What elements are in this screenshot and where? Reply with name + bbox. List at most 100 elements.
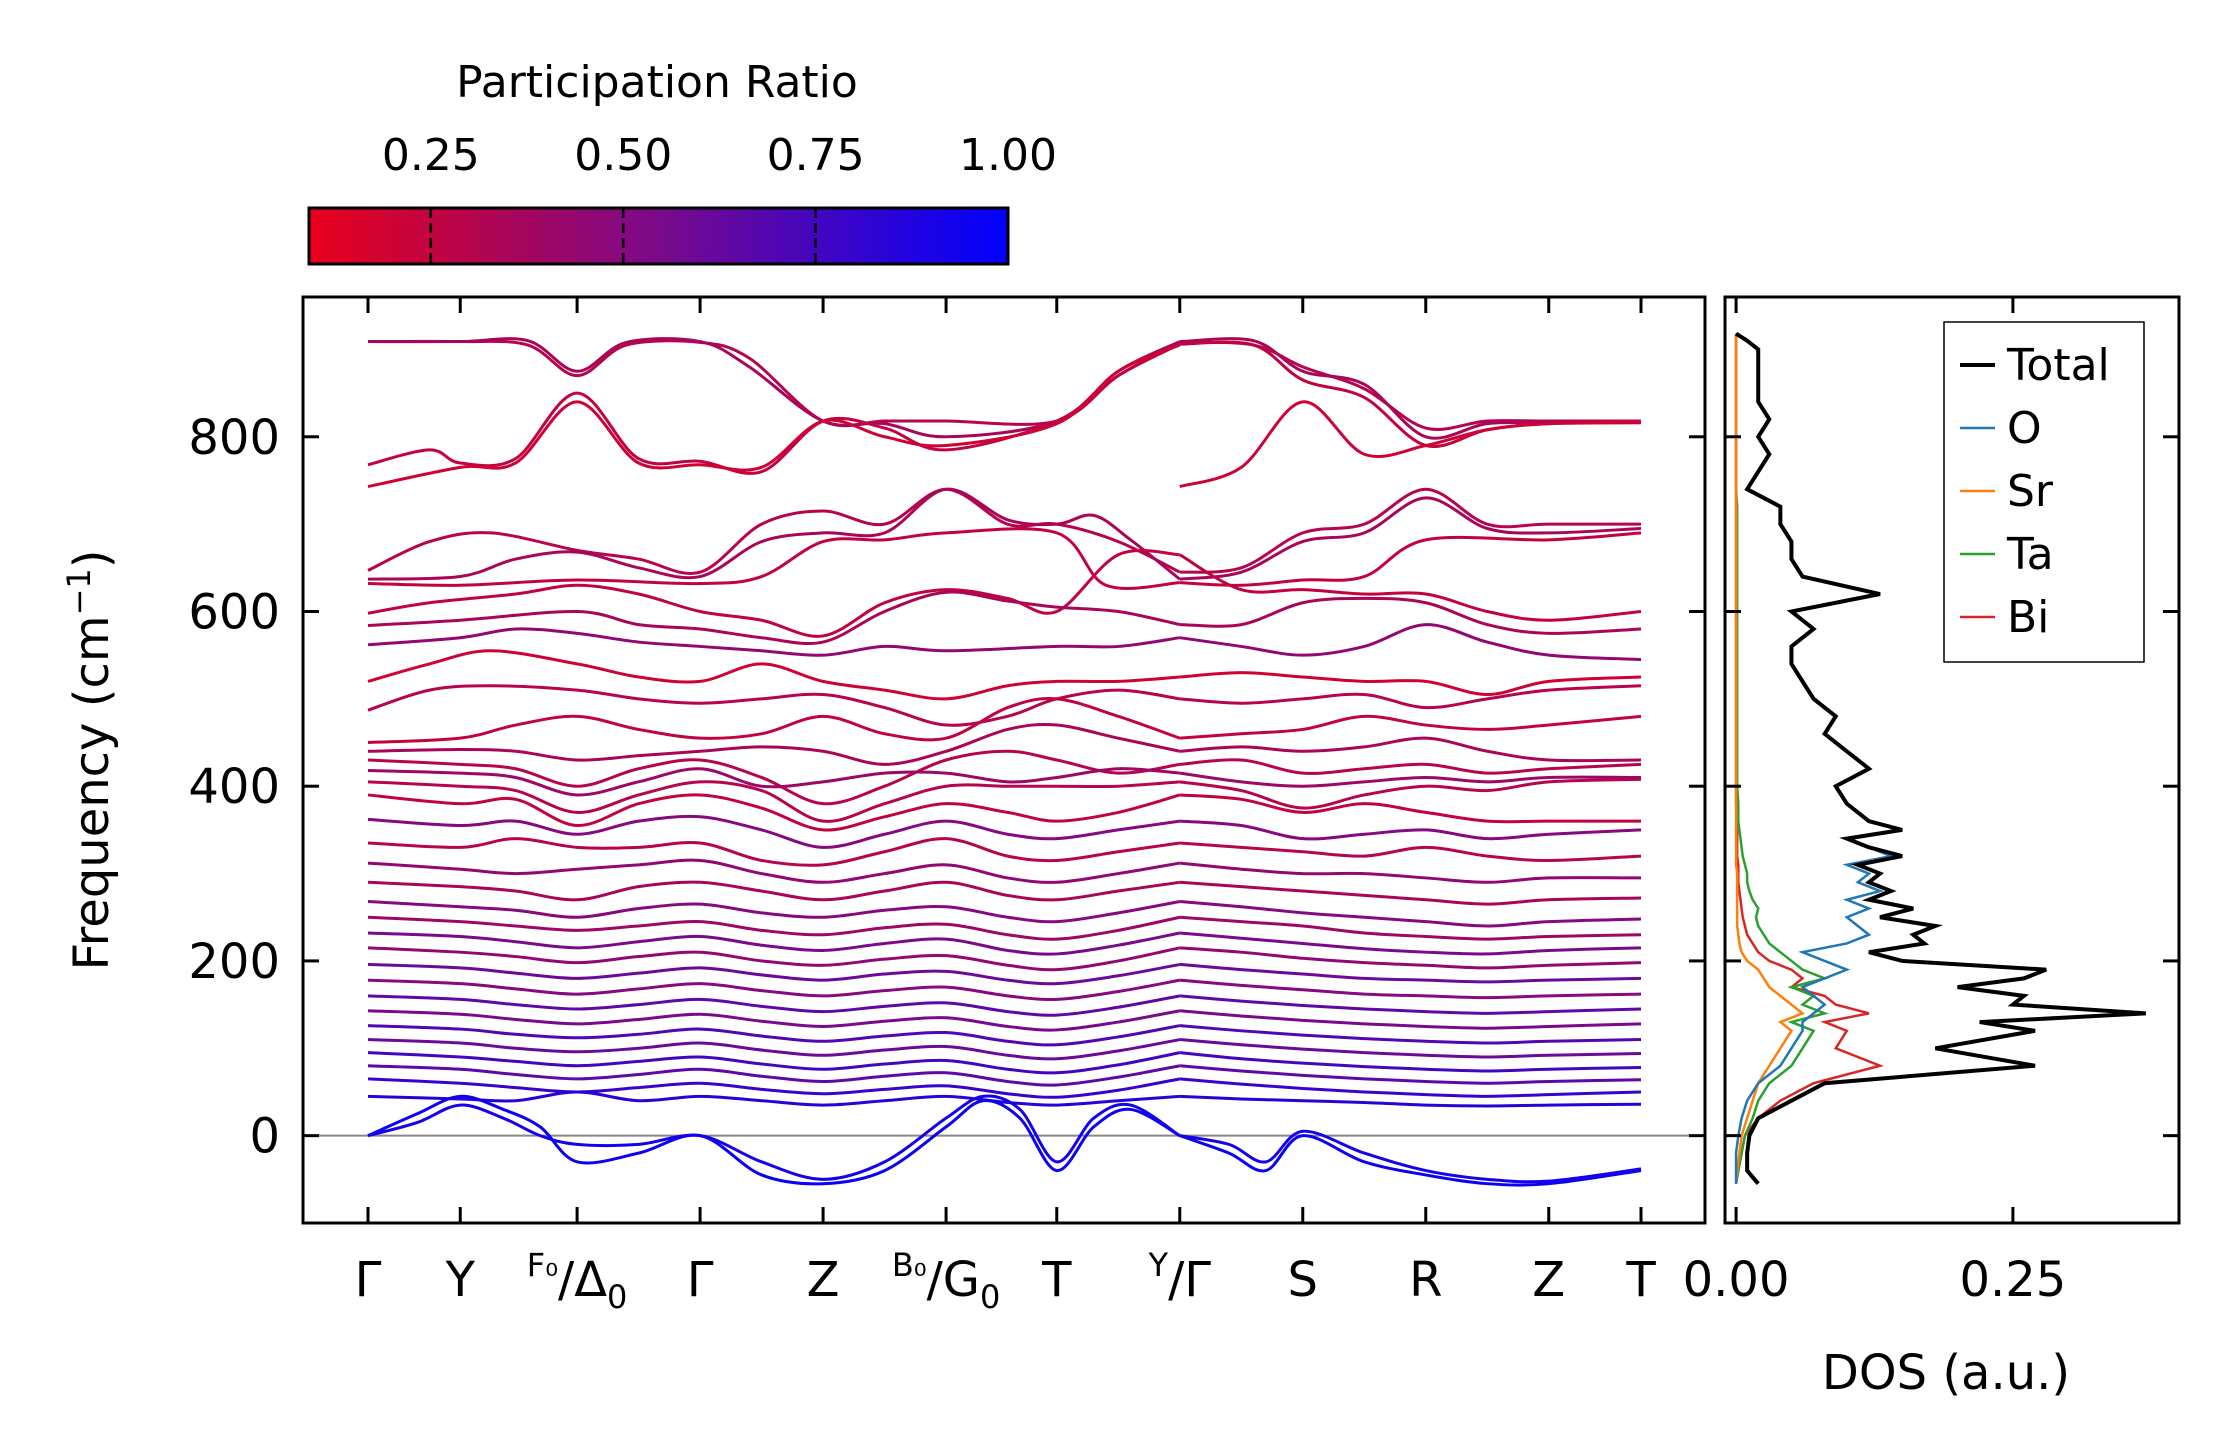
k-label-main: Γ [687,1252,714,1308]
svg-text:T: T [1625,1252,1656,1308]
phonon-band [1179,1077,1642,1098]
y-axis-label-close: ) [64,549,120,568]
dos-x-tick-label: 0.00 [1683,1252,1790,1308]
svg-text:Γ: Γ [355,1252,382,1308]
y-axis-label: Frequency (cm−1) [60,549,120,970]
svg-text:Z: Z [1532,1252,1565,1308]
phonon-band [1179,596,1642,635]
phonon-band [1179,400,1642,489]
phonon-band [367,697,1181,745]
phonon-band [367,339,1181,428]
k-label-main: Z [1532,1252,1565,1308]
phonon-band [367,1090,1180,1107]
phonon-band [367,1024,1181,1047]
phonon-band [367,527,1180,590]
legend-label: Sr [2007,466,2054,517]
k-label-main: T [1041,1252,1072,1308]
dos-line-total [1735,331,2146,1185]
svg-text:T: T [1041,1252,1072,1308]
k-label-main: T [1625,1252,1656,1308]
phonon-band [367,962,1181,986]
phonon-band [1179,915,1642,941]
phonon-band [367,793,1181,832]
phonon-band [367,684,1180,727]
k-label-sub: 0 [980,1278,1000,1316]
k-point-label: Γ [687,1252,714,1308]
phonon-band [367,1077,1181,1099]
dos-line-ta [1734,333,1829,1184]
dos-x-axis-label: DOS (a.u.) [1822,1345,2070,1401]
k-point-label: T [1041,1252,1072,1308]
phonon-band [367,858,1181,884]
phonon-band [1179,1051,1642,1073]
dos-line-o [1734,332,1903,1184]
k-point-label: Z [807,1252,840,1308]
phonon-band [367,837,1180,867]
phonon-band [367,946,1181,972]
phonon-band [367,1094,1181,1186]
y-tick-label: 200 [188,934,280,990]
k-label-main: /Γ [1168,1252,1211,1308]
band-y-ticks: 0 200 400 600 800 [188,410,1705,1165]
k-point-label: Z [1532,1252,1565,1308]
colorbar-tick-label: 0.75 [767,130,865,181]
k-point-label: Y [445,1252,476,1308]
phonon-band [367,767,1180,797]
k-label-main: /G [927,1252,980,1308]
legend-label: Bi [2007,592,2049,643]
phonon-band [1179,962,1642,984]
dos-x-tick-label: 0.25 [1959,1252,2066,1308]
k-label-pre: F₀ [527,1246,558,1284]
phonon-band [367,342,1181,475]
phonon-band [367,649,1180,701]
k-label-main: /Δ [558,1252,607,1308]
svg-text:Z: Z [807,1252,840,1308]
k-label-main: S [1288,1252,1318,1308]
k-label-pre: Y [1148,1246,1169,1284]
phonon-band [1179,931,1642,956]
phonon-band [1179,553,1642,622]
phonon-band [1179,771,1642,788]
phonon-band [1179,1094,1642,1108]
svg-text:Frequency (cm−1): Frequency (cm−1) [60,549,120,970]
colorbar-gradient [307,206,1010,266]
k-label-main: Γ [355,1252,382,1308]
phonon-band [367,590,1181,646]
dos-lines [1734,331,2146,1185]
k-point-label: S [1288,1252,1318,1308]
phonon-band [367,723,1181,766]
phonon-band [1179,736,1642,763]
phonon-band [367,978,1181,1002]
phonon-band [1179,777,1642,810]
band-plot-frame [301,295,1707,1225]
colorbar-ticks: 0.25 0.50 0.75 1.00 [382,130,1057,264]
phonon-band [1179,819,1642,841]
phonon-band [367,931,1181,956]
legend-label: Ta [2006,529,2054,580]
phonon-band [1179,684,1642,710]
phonon-band [1179,496,1642,581]
phonon-band [367,1064,1181,1087]
dos-panel: 0.00 0.25 DOS (a.u.) Total O Sr Ta Bi [1683,295,2181,1401]
legend-frame [1943,321,2145,663]
k-point-label: B₀/G0 [892,1246,1001,1316]
colorbar: Participation Ratio 0.25 0.50 0.75 1.00 [307,57,1057,266]
svg-text:B₀/G0: B₀/G0 [892,1246,1001,1316]
phonon-band [1179,841,1642,862]
phonon-band [367,1009,1181,1032]
phonon-band [1179,714,1642,740]
legend-label: O [2007,403,2042,454]
y-axis-label-base: Frequency (cm [64,615,120,970]
k-point-label: T [1625,1252,1656,1308]
svg-text:Γ: Γ [687,1252,714,1308]
phonon-band [1179,900,1642,928]
k-label-main: Z [807,1252,840,1308]
phonon-band [367,994,1181,1017]
phonon-band [1179,340,1642,449]
y-tick-label: 800 [188,410,280,466]
phonon-band [1179,880,1642,906]
y-tick-label: 0 [249,1109,280,1165]
phonon-band [1179,1009,1642,1030]
colorbar-tick-label: 0.50 [574,130,672,181]
